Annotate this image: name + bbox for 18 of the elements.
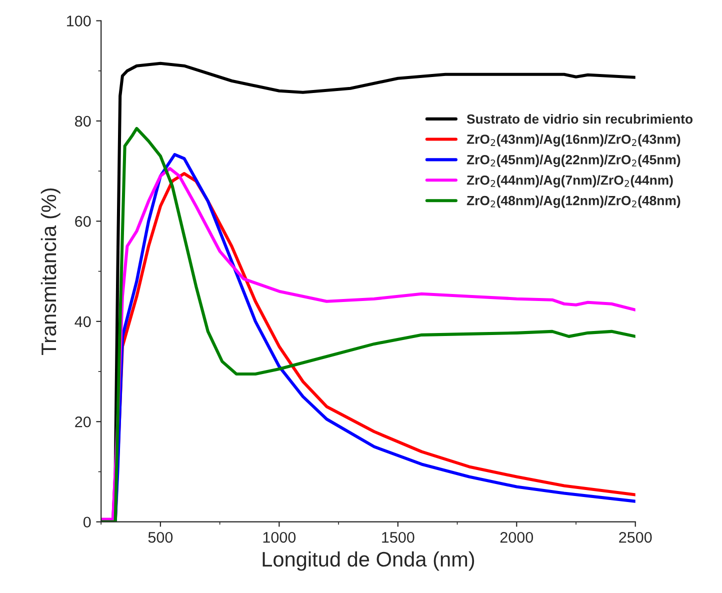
y-tick-label: 100 <box>67 16 91 26</box>
x-axis-title: Longitud de Onda (nm) <box>262 551 474 571</box>
y-tick-label: 40 <box>74 316 91 328</box>
legend-label: ZrO$_{2}$(43nm)/Ag(16nm)/ZrO$_{2}$(43nm) <box>466 134 680 147</box>
x-tick-label: 2500 <box>619 532 652 543</box>
y-tick-label: 60 <box>75 216 91 227</box>
y-axis-title: Transmitancia (%) <box>40 188 60 355</box>
y-tick-label: 0 <box>83 516 91 528</box>
x-tick-label: 1500 <box>382 532 414 543</box>
y-tick-label: 20 <box>75 416 91 428</box>
legend-label: ZrO$_{2}$(44nm)/Ag(7nm)/ZrO$_{2}$(44nm) <box>466 175 673 188</box>
x-tick-label: 2000 <box>500 532 534 543</box>
legend-label: ZrO$_{2}$(45nm)/Ag(22nm)/ZrO$_{2}$(45nm) <box>466 154 680 168</box>
legend-label: ZrO$_{2}$(48nm)/Ag(12nm)/ZrO$_{2}$(48nm) <box>466 196 680 208</box>
x-tick-label: 500 <box>148 532 173 543</box>
x-tick-label: 1000 <box>263 532 296 543</box>
legend-label: Sustrato de vidrio sin recubrimiento <box>466 114 693 124</box>
y-tick-label: 80 <box>75 116 91 127</box>
